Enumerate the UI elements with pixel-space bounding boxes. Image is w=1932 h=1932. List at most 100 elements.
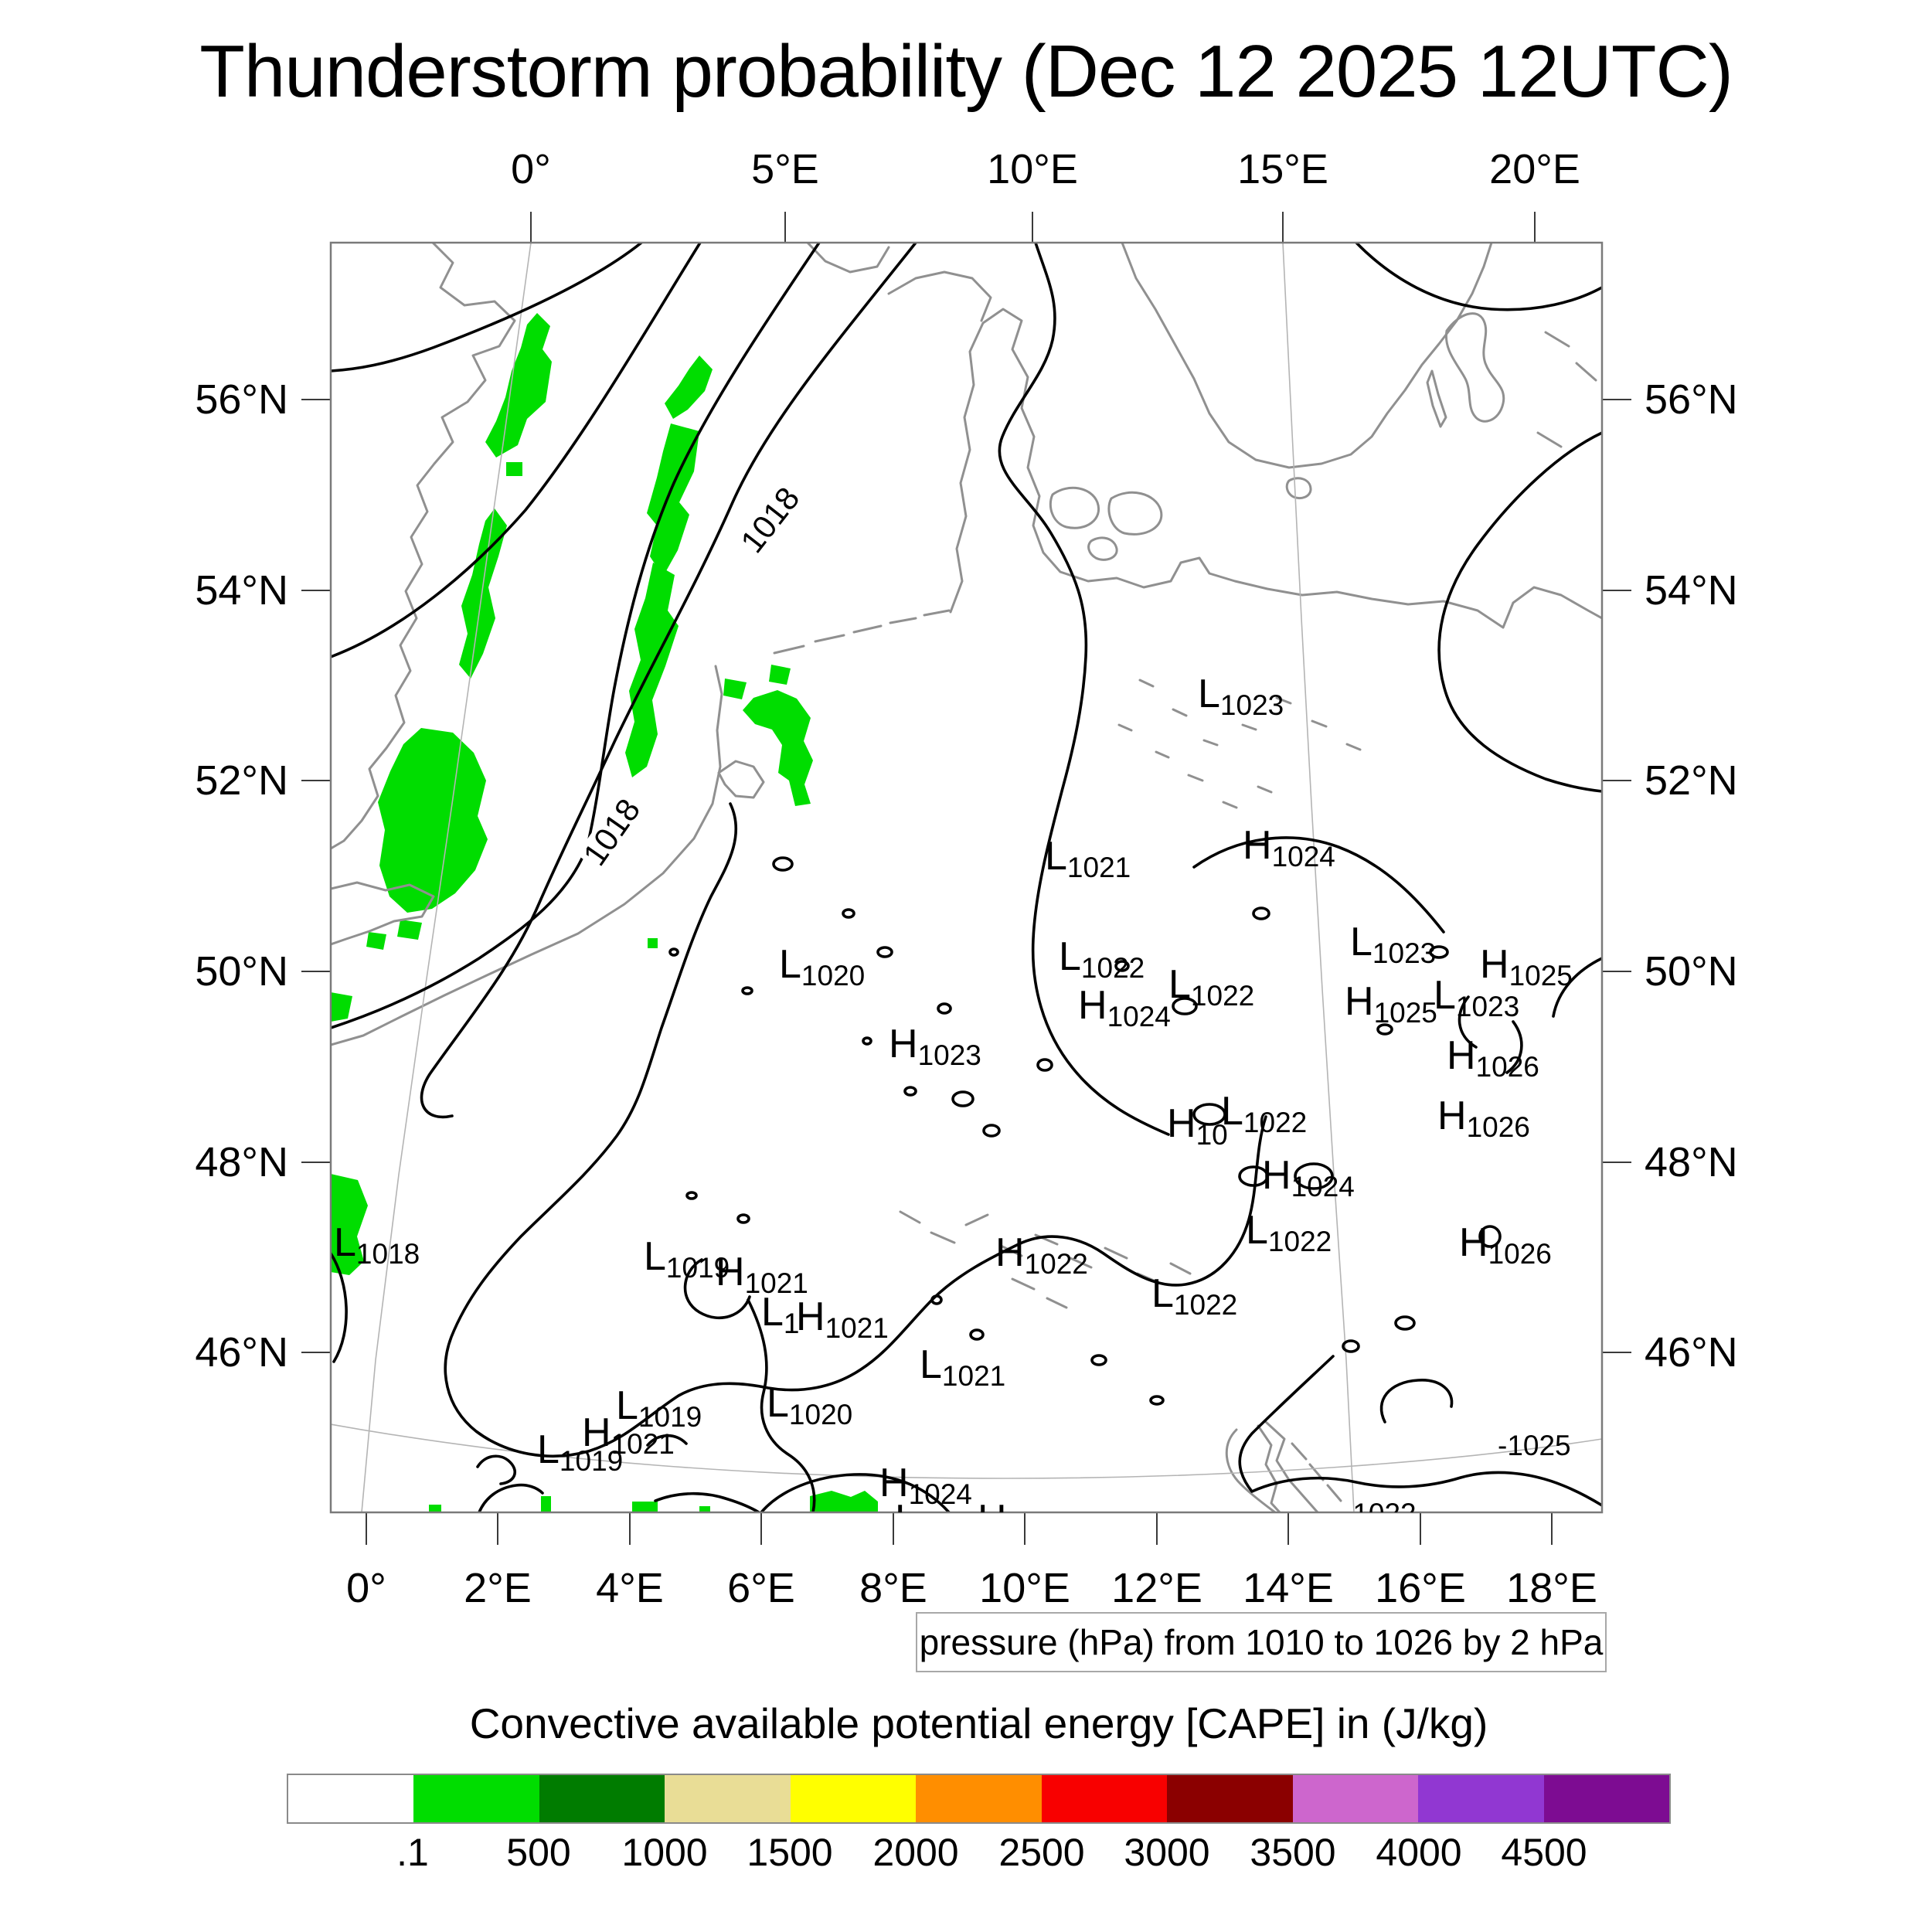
pressure-center-L1020: L 1020 [779, 944, 865, 990]
coastline [1046, 1297, 1068, 1309]
coastline [1326, 1484, 1342, 1502]
pressure-value-subscript: 1 [783, 1308, 800, 1339]
colorbar-segment [1167, 1775, 1293, 1822]
longitude-label-bottom: 6°E [727, 1565, 795, 1611]
pressure-value-subscript: 1021 [941, 1360, 1006, 1392]
pressure-contour-loop [1394, 1315, 1416, 1331]
pressure-letter: H [1078, 983, 1107, 1028]
pressure-letter: L [1168, 962, 1191, 1007]
pressure-letter: L [767, 1381, 789, 1426]
longitude-label-top: 5°E [751, 146, 819, 192]
longitude-label-bottom: 10°E [979, 1565, 1070, 1611]
coastline [1544, 331, 1570, 348]
pressure-contour [476, 1454, 517, 1485]
latitude-label-right: 54°N [1645, 567, 1738, 614]
coastline [1202, 739, 1219, 747]
latitude-label-left: 48°N [195, 1139, 288, 1185]
pressure-contour [1437, 431, 1602, 793]
colorbar-segment [1543, 1775, 1669, 1822]
coastline [331, 881, 435, 946]
colorbar-segment [1041, 1775, 1168, 1822]
pressure-value-subscript: 1020 [788, 1399, 853, 1430]
pressure-center-L1020: L 1020 [767, 1381, 852, 1429]
pressure-center-L1021: L 1021 [920, 1345, 1005, 1390]
pressure-letter: L [1221, 1089, 1243, 1134]
coastline [1257, 1424, 1281, 1512]
pressure-center-L1019: L 1019 [616, 1386, 702, 1431]
map-frame [329, 241, 1604, 1514]
pressure-value-subscript: -1022 [1343, 1499, 1417, 1512]
pressure-contour [1238, 1355, 1602, 1507]
pressure-letter: H [1437, 1094, 1467, 1138]
pressure-letter: L [334, 1220, 356, 1265]
coastline [930, 1231, 956, 1244]
coastline [773, 645, 805, 655]
pressure-center-L1022: L 1022 [1168, 962, 1254, 1010]
pressure-value-subscript: 1021 [611, 1428, 675, 1460]
pressure-contour-loop [736, 1213, 750, 1224]
pressure-value-subscript: 1021 [744, 1267, 808, 1299]
contour-value-label: 1018 [733, 479, 807, 561]
cape-green-patch [506, 462, 522, 476]
coastline [923, 609, 951, 617]
pressure-contour-loop [1252, 906, 1270, 920]
pressure-contour-loop [937, 1002, 952, 1015]
pressure-value-subscript: 1023 [1219, 689, 1284, 721]
pressure-center-H1025: H 1025 [1345, 981, 1437, 1027]
pressure-contour [654, 1492, 760, 1512]
cape-green-patch [429, 1505, 441, 1512]
pressure-contour-loop [1192, 1103, 1226, 1126]
pressure-value-subscript: 10 [1196, 1119, 1228, 1151]
pressure-value-subscript: -1025 [1498, 1430, 1571, 1461]
pressure-value-subscript: 1022 [1080, 952, 1145, 984]
pressure-letter: H [716, 1250, 745, 1294]
cape-colorbar-labels: .1 500 1000 1500 2000 2500 3000 3500 4000 4500 [287, 1833, 1671, 1879]
coastline [1291, 1442, 1308, 1461]
colorbar-tick-label: 4000 [1376, 1831, 1462, 1874]
pressure-value-subscript: 1018 [355, 1238, 420, 1270]
pressure-letter: L [537, 1427, 560, 1472]
pressure-contour [1552, 957, 1602, 1018]
pressure-value-subscript: 1025 [1509, 960, 1573, 992]
pressure-contour-loop [842, 908, 855, 919]
cape-probability-layer [331, 313, 878, 1512]
cape-green-patch [647, 423, 699, 577]
pressure-value-subscript: 1024 [908, 1478, 972, 1510]
pressure-contour [331, 243, 821, 1029]
coastline [1345, 743, 1362, 751]
pressure-letter: H [1480, 942, 1509, 987]
pressure-value-subscript: 1022 [1190, 980, 1255, 1012]
coastline [1049, 486, 1100, 529]
pressure-contour-loop [668, 947, 679, 957]
latitude-label-right: 52°N [1645, 757, 1738, 804]
cape-green-patch [459, 509, 507, 679]
pressure-contour [331, 243, 643, 372]
pressure-contour-loop [741, 986, 753, 995]
pressure-value-subscript: 1025 [1373, 997, 1437, 1029]
coastline [1536, 431, 1563, 448]
pressure-contour-loop [930, 1294, 943, 1305]
pressure-contour-loop [876, 946, 893, 958]
colorbar-segment [916, 1775, 1042, 1822]
pressure-value-subscript: 1020 [801, 960, 866, 992]
pressure-value-subscript: 1019 [638, 1401, 702, 1433]
pressure-contour [1458, 995, 1478, 1049]
pressure-center-L1019: L 1019 [644, 1236, 730, 1282]
pressure-letter: L [1151, 1271, 1174, 1316]
pressure-caption-text: pressure (hPa) from 1010 to 1026 by 2 hP… [919, 1622, 1604, 1662]
cape-green-patch [699, 1506, 710, 1512]
pressure-contour-loop [903, 1086, 917, 1097]
latitude-label-left: 46°N [195, 1329, 288, 1376]
pressure-contour-loop [969, 1328, 985, 1341]
pressure-contour-loop [1429, 945, 1449, 959]
pressure-value-subscript: 1021 [825, 1312, 889, 1344]
colorbar-segment [413, 1775, 539, 1822]
axis-ticks [301, 212, 1631, 1545]
pressure-letter: L [1246, 1208, 1268, 1253]
pressure-value-subscript: 1019 [559, 1445, 624, 1477]
colorbar-tick-label: 2500 [998, 1831, 1085, 1874]
